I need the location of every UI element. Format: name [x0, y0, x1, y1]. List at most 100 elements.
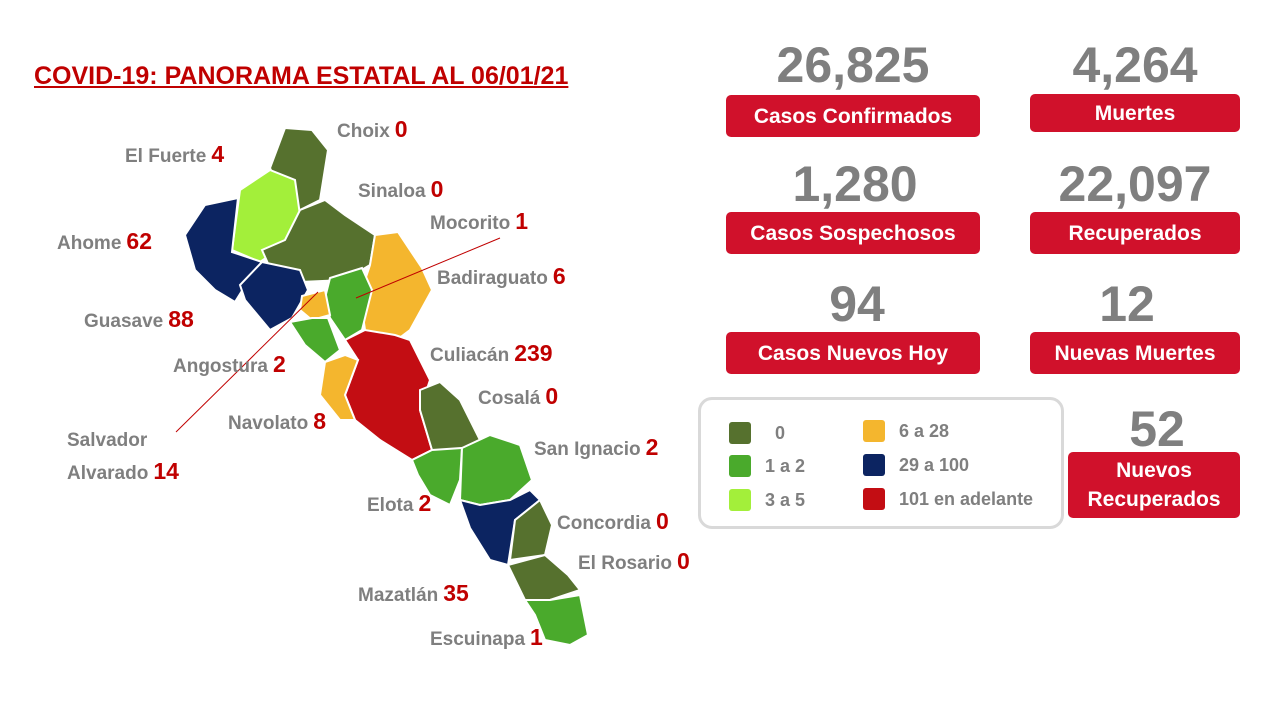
municipality-label: Culiacán 239: [430, 338, 553, 371]
municipality-value: 239: [514, 340, 553, 366]
stat-value: 26,825: [776, 37, 930, 93]
legend-label: 29 a 100: [899, 454, 970, 475]
municipality-name: Badiraguato: [437, 268, 548, 289]
region-angostura: [288, 317, 342, 364]
region-escuinapa: [523, 593, 590, 647]
municipality-value: 0: [545, 383, 559, 409]
pointer-arrow: [175, 291, 319, 433]
stat-label: Recuperados: [1030, 212, 1240, 254]
municipality-label: Guasave 88: [84, 304, 194, 337]
municipality-name: Elota: [367, 495, 414, 516]
municipality-name: Culiacán: [430, 345, 510, 366]
municipality-label: Sinaloa 0: [358, 174, 443, 207]
municipality-label: Concordia 0: [557, 506, 669, 539]
municipality-label: Mazatlán 35: [358, 578, 469, 611]
municipality-name: Escuinapa: [430, 629, 526, 650]
stat-label: Nuevas Muertes: [1030, 332, 1240, 374]
title: COVID-19: PANORAMA ESTATAL AL 06/01/21: [34, 62, 569, 90]
legend-label: 3 a 5: [765, 489, 806, 510]
legend-item: 0: [729, 422, 785, 444]
legend-item: 6 a 28: [863, 420, 949, 442]
municipality-label: Navolato 8: [228, 406, 326, 439]
municipality-name: El Fuerte: [125, 146, 207, 167]
legend-item: 29 a 100: [863, 454, 969, 476]
municipality-value: 62: [126, 228, 152, 254]
municipality-value: 0: [394, 116, 408, 142]
legend-swatch: [729, 422, 751, 444]
municipality-value: 4: [211, 141, 225, 167]
municipality-name: Concordia: [557, 513, 651, 534]
municipality-value: 2: [645, 434, 659, 460]
municipality-name: Guasave: [84, 311, 164, 332]
municipality-label: Choix 0: [337, 114, 408, 147]
stat-label: Muertes: [1030, 94, 1240, 132]
stat-label: Casos Nuevos Hoy: [726, 332, 980, 374]
municipality-label: Angostura 2: [173, 349, 286, 382]
municipality-label: Ahome 62: [57, 226, 152, 259]
map: [175, 126, 590, 647]
municipality-value: 2: [273, 351, 286, 377]
stat-value: 4,264: [1072, 37, 1198, 93]
municipality-name: Choix: [337, 121, 390, 142]
municipality-name: Mazatlán: [358, 585, 439, 606]
region-el-rosario: [506, 553, 582, 601]
region-cosala: [419, 380, 482, 451]
municipality-label: Salvador Alvarado 14: [67, 426, 179, 489]
region-elota: [410, 446, 464, 507]
legend-item: 101 en adelante: [863, 488, 1033, 510]
municipality-value: 14: [153, 458, 179, 484]
municipality-value: 1: [530, 624, 543, 650]
stat-value: 52: [1129, 401, 1185, 457]
municipality-name: Navolato: [228, 413, 309, 434]
region-culiacan: [343, 328, 434, 462]
legend-label: 101 en adelante: [899, 488, 1034, 509]
legend-label: 0: [775, 422, 786, 443]
municipality-name: Cosalá: [478, 388, 541, 409]
stat-value: 22,097: [1058, 156, 1212, 212]
legend-item: 3 a 5: [729, 489, 805, 511]
municipality-name: San Ignacio: [534, 439, 641, 460]
municipality-value: 0: [676, 548, 690, 574]
region-concordia: [508, 498, 554, 562]
municipality-value: 0: [430, 176, 444, 202]
stat-value: 1,280: [792, 156, 918, 212]
municipality-label: Badiraguato 6: [437, 261, 566, 294]
legend-label: 6 a 28: [899, 420, 950, 441]
municipality-label: Mocorito 1: [430, 206, 528, 239]
municipality-value: 8: [313, 408, 327, 434]
municipality-name: Salvador Alvarado: [67, 430, 149, 484]
municipality-label: El Rosario 0: [578, 546, 690, 579]
stat-value: 12: [1099, 276, 1155, 332]
municipality-label: Cosalá 0: [478, 381, 558, 414]
municipality-value: 88: [168, 306, 194, 332]
pointer-arrow: [355, 237, 501, 299]
legend-swatch: [863, 488, 885, 510]
municipality-label: San Ignacio 2: [534, 432, 658, 465]
legend: 0 1 a 2 3 a 5 6 a 28 29 a 100 101 en adelante: [698, 397, 1064, 529]
municipality-value: 2: [418, 490, 432, 516]
municipality-value: 1: [515, 208, 529, 234]
municipality-name: Sinaloa: [358, 181, 426, 202]
municipality-name: Mocorito: [430, 213, 511, 234]
region-navolato: [318, 353, 360, 421]
municipality-label: Escuinapa 1: [430, 622, 543, 655]
legend-item: 1 a 2: [729, 455, 805, 477]
legend-label: 1 a 2: [765, 455, 806, 476]
municipality-value: 35: [443, 580, 469, 606]
municipality-name: Angostura: [173, 356, 268, 377]
legend-swatch: [863, 454, 885, 476]
stat-value: 94: [829, 276, 885, 332]
region-guasave: [238, 260, 310, 332]
municipality-value: 6: [552, 263, 566, 289]
legend-swatch: [729, 455, 751, 477]
municipality-name: Ahome: [57, 233, 122, 254]
municipality-label: Elota 2: [367, 488, 431, 521]
municipality-label: El Fuerte 4: [125, 139, 224, 172]
legend-swatch: [863, 420, 885, 442]
stat-label: Nuevos Recuperados: [1068, 452, 1240, 518]
stat-label: Casos Confirmados: [726, 95, 980, 137]
municipality-name: El Rosario: [578, 553, 672, 574]
legend-swatch: [729, 489, 751, 511]
stat-label: Casos Sospechosos: [726, 212, 980, 254]
